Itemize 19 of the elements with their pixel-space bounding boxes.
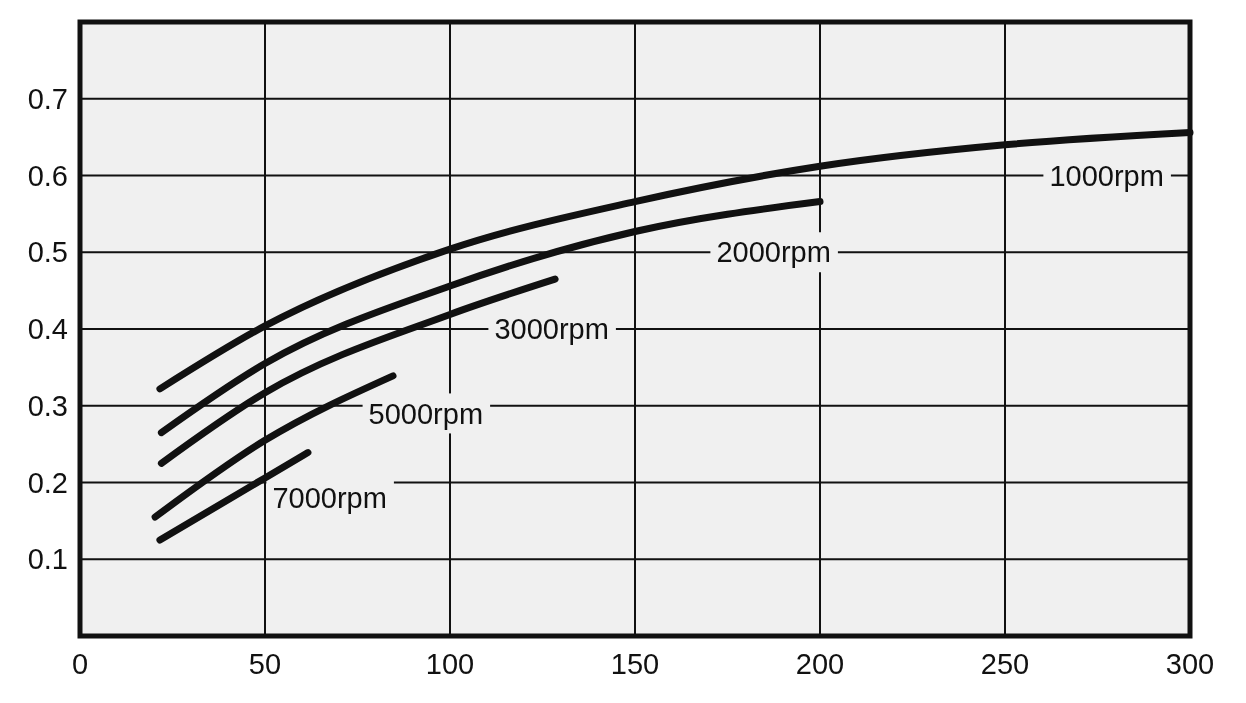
y-tick-label: 0.3 xyxy=(27,389,68,422)
x-tick-label: 0 xyxy=(71,648,89,680)
x-tick-label: 300 xyxy=(1165,648,1215,680)
series-label: 3000rpm xyxy=(494,313,609,346)
x-tick-label: 100 xyxy=(425,648,475,680)
x-tick-label: 200 xyxy=(795,648,845,680)
series-label: 7000rpm xyxy=(272,482,387,514)
y-tick-label: 0.7 xyxy=(27,82,68,115)
series-label: 1000rpm xyxy=(1049,159,1164,192)
x-tick-label: 50 xyxy=(248,648,282,680)
series-label: 5000rpm xyxy=(368,397,484,430)
y-tick-label: 0.1 xyxy=(27,543,68,576)
y-tick-label: 0.2 xyxy=(27,466,68,499)
x-tick-label: 150 xyxy=(610,648,660,680)
x-tick-label: 250 xyxy=(980,648,1030,680)
y-tick-label: 0.4 xyxy=(27,313,68,346)
y-tick-label: 0.5 xyxy=(27,236,68,269)
y-tick-label: 0.6 xyxy=(27,159,68,192)
series-label: 2000rpm xyxy=(716,236,831,269)
